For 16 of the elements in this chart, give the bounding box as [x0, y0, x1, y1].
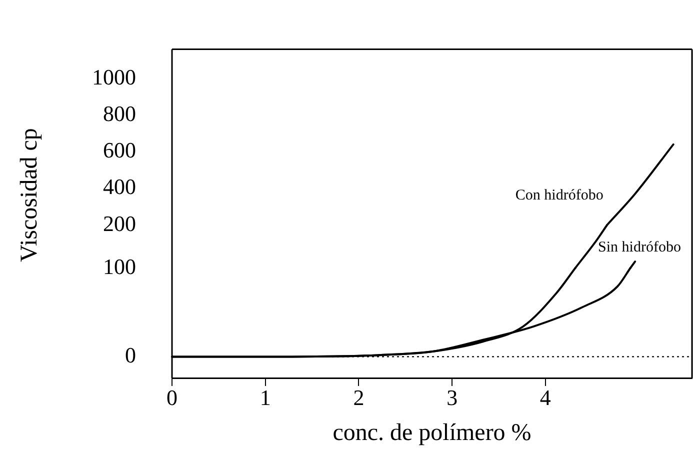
x-tick-label: 3: [446, 384, 458, 410]
x-tick-label: 1: [260, 384, 271, 410]
x-tick-label: 4: [540, 384, 551, 410]
y-tick-label: 600: [103, 138, 136, 163]
x-axis-title: conc. de polímero %: [332, 420, 532, 446]
y-tick-label: 1000: [92, 64, 136, 90]
y-axis-title: Viscosidad cp: [16, 128, 42, 262]
y-tick-label: 0: [125, 342, 136, 368]
series-label: Sin hidrófobo: [598, 239, 681, 256]
x-tick-label: 0: [166, 384, 178, 410]
y-tick-label: 200: [103, 210, 136, 236]
series-label: Con hidrófobo: [515, 187, 604, 204]
x-tick-label: 2: [353, 384, 364, 410]
y-tick-label: 100: [103, 254, 136, 279]
y-tick-label: 400: [103, 174, 136, 200]
y-tick-label: 800: [103, 100, 136, 126]
